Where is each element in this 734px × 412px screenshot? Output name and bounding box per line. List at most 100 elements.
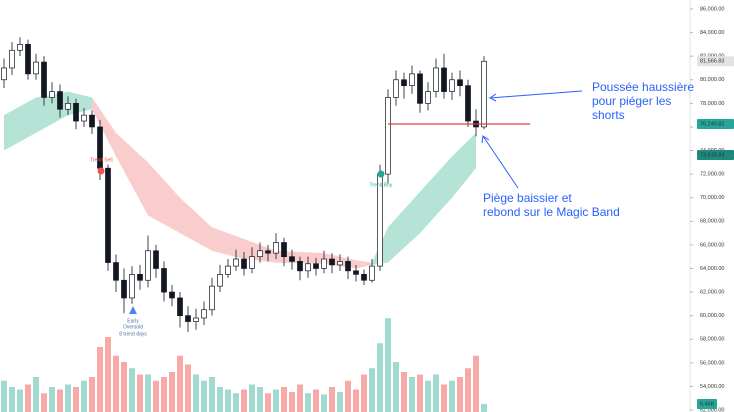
volume-bar [57,389,63,412]
candle-body [385,97,391,175]
candle-body [73,103,79,122]
volume-bar [273,389,279,412]
annotation: pour piéger les [592,94,671,108]
candle-body [161,268,167,293]
volume-bar [393,362,399,412]
volume-bar [289,392,295,412]
arrows [481,90,583,189]
volume-bar [65,384,71,412]
candle-body [153,250,159,269]
volume-bar [409,377,415,412]
volume-bar [313,389,319,412]
candle-body [313,263,319,269]
price-label: 73,615.93 [700,153,724,159]
y-tick-label: 52,000.00 [700,407,724,412]
candle-body [89,114,95,128]
volume-bar [129,368,135,412]
volume-bar [361,374,367,412]
price-axis: 86,000.0084,000.0082,000.0080,000.0078,0… [690,6,734,412]
candle-body [9,49,15,69]
candle-body [329,258,335,266]
volume-bar [257,387,263,412]
volume-bar [225,389,231,412]
volume-bar [105,337,111,412]
oversold-marker [129,306,137,314]
candle-body [17,44,23,51]
y-tick-label: 62,000.00 [700,290,724,296]
volume-bar [345,380,351,412]
volume-bar [193,374,199,412]
volume-bar [401,372,407,412]
candle-body [345,261,351,272]
candle-body [49,91,55,98]
volume-bar [241,389,247,412]
volume-bar [305,393,311,412]
volume-bar [449,380,455,412]
y-tick-label: 70,000.00 [700,195,724,201]
y-tick-label: 66,000.00 [700,242,724,248]
candle-body [297,261,303,272]
candle-body [457,79,463,87]
volume-bar [9,387,15,412]
volume-bar [321,394,327,412]
volume-bar [161,377,167,412]
candle-body [481,60,487,128]
price-label-box [697,118,734,129]
volume [1,318,487,412]
candle-body [185,315,191,322]
volume-label: 6.46K [700,401,715,407]
candle-body [241,258,247,269]
volume-bar [113,355,119,412]
candle-body [33,61,39,75]
oversold-label: 8 trend days [119,331,147,337]
candle-body [289,256,295,262]
annotation: Piège baissier et [483,191,572,205]
volume-bar [377,343,383,412]
candle-body [41,61,47,98]
candle-body [169,291,175,299]
volume-bar [441,384,447,412]
candle-body [353,270,359,275]
price-label: 76,249.82 [700,121,724,127]
volume-bar [385,318,391,412]
volume-bar [329,387,335,412]
volume-bar [73,387,79,412]
candle-body [465,85,471,122]
volume-bar [97,347,103,412]
y-tick-label: 54,000.00 [700,384,724,390]
candle-body [337,261,343,266]
y-tick-label: 64,000.00 [700,266,724,272]
candle-body [233,258,239,267]
y-tick-label: 60,000.00 [700,313,724,319]
candle-body [265,250,271,254]
y-tick-label: 68,000.00 [700,219,724,225]
candle-body [433,67,439,92]
volume-bar [33,377,39,412]
volume-bar [25,384,31,412]
candle-body [201,309,207,319]
candle-body [113,262,119,281]
annotation: rebond sur le Magic Band [483,205,620,219]
candle-body [145,250,151,281]
volume-bar [153,380,159,412]
candle-body [105,167,111,263]
price-label-box [697,56,734,67]
candle-body [361,274,367,281]
volume-bar [49,387,55,412]
annotation: Poussée haussière [592,80,694,94]
volume-bar [281,387,287,412]
candle-body [305,263,311,272]
price-label-box [697,150,734,161]
candle-body [81,114,87,122]
y-tick-label: 84,000.00 [700,30,724,36]
sell-marker [97,167,105,175]
volume-bar [369,368,375,412]
candle-body [393,79,399,98]
volume-bar [201,380,207,412]
volume-bar [169,372,175,412]
volume-bar [465,368,471,412]
candle-body [369,265,375,281]
volume-bar [249,384,255,412]
candle-body [417,73,423,104]
